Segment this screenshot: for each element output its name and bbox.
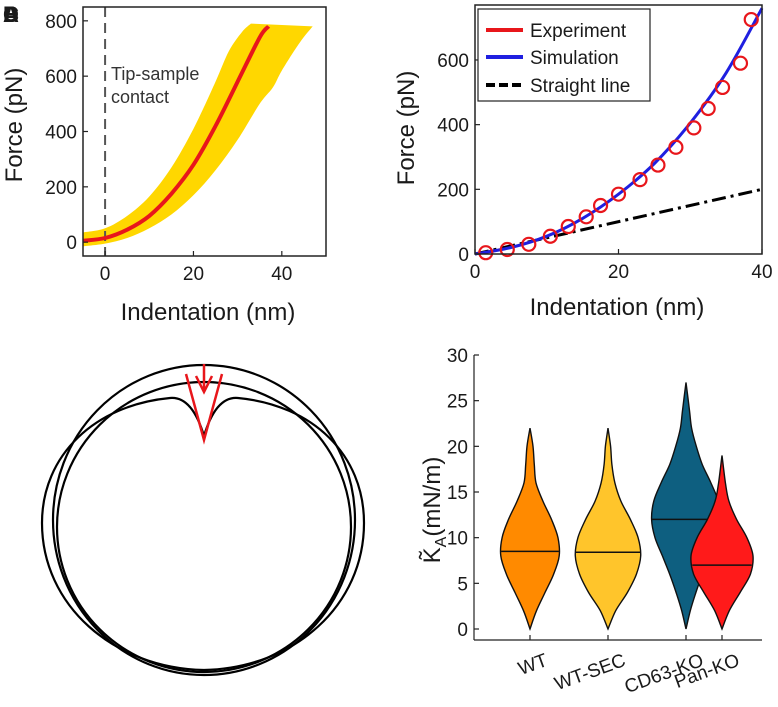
experiment-point — [668, 139, 684, 155]
panel-a-y-tick-label: 0 — [66, 233, 77, 254]
panel-a-y-tick-label: 400 — [45, 123, 77, 144]
legend-label-simulation: Simulation — [530, 48, 619, 69]
panel-b-y-tick-label: 400 — [437, 116, 469, 137]
panel-b-y-tick-label: 0 — [458, 245, 469, 266]
series-straight-line — [474, 187, 763, 256]
contact-annotation-line-2: contact — [111, 87, 169, 107]
experiment-point — [650, 157, 666, 173]
panel-a-y-tick-label: 200 — [45, 178, 77, 199]
panel-a-x-tick-label: 0 — [100, 264, 111, 285]
panel-a-y-tick-label: 600 — [45, 67, 77, 88]
panel-a-y-tick-label: 800 — [45, 12, 77, 33]
panel-label-b: B — [3, 2, 19, 27]
legend-label-experiment: Experiment — [530, 21, 627, 42]
panel-b-chart: 0 20 40 0 200 400 600 Indentation (nm) Force … — [393, 4, 773, 321]
panel-d-y-tick-label: 30 — [447, 346, 468, 367]
panel-a-x-tick-label: 20 — [183, 264, 204, 285]
experiment-point — [686, 120, 702, 136]
mean-force-curve — [82, 25, 271, 243]
panel-b-x-label: Indentation (nm) — [530, 294, 705, 321]
experiment-point — [521, 236, 537, 252]
experiment-point — [610, 186, 627, 202]
experiment-point — [743, 11, 759, 28]
panel-label-a: A — [3, 2, 19, 27]
panel-d-y-label-main: K̃ — [419, 547, 446, 563]
panel-b-x-tick-label: 40 — [751, 262, 772, 283]
panel-labels: A B C D — [3, 2, 19, 27]
experiment-point — [542, 228, 558, 244]
panel-a-chart: Tip-sample contact 0 20 40 0 200 400 600 800 I… — [1, 6, 327, 326]
panel-b-x-tick-label: 0 — [470, 262, 481, 283]
panel-label-c: C — [3, 2, 19, 27]
panel-d-y-tick-label: 25 — [447, 392, 468, 413]
panel-a-y-label: Force (pN) — [1, 68, 28, 183]
experiment-point — [592, 197, 609, 214]
force-curve-band — [83, 23, 313, 247]
panel-b-y-tick-label: 600 — [437, 51, 469, 72]
experiment-point — [732, 55, 749, 71]
panel-b-y-tick-label: 200 — [437, 180, 469, 201]
panel-d-y-tick-label: 0 — [457, 620, 468, 641]
panel-b-legend: Experiment Simulation Straight line — [477, 8, 651, 102]
experiment-point — [560, 218, 576, 235]
experiment-point — [578, 209, 594, 225]
violin-pan-ko — [690, 455, 754, 631]
middle-contour — [55, 380, 353, 674]
experiment-point — [714, 79, 731, 96]
panel-d-y-ticks: 0 5 10 15 20 25 30 — [447, 346, 479, 641]
experiment-point — [700, 100, 716, 117]
experiment-point — [478, 245, 494, 261]
indented-contour — [40, 396, 366, 672]
legend-label-straight-line: Straight line — [530, 76, 630, 97]
violin-wt-sec — [574, 428, 642, 631]
panel-d-y-tick-label: 20 — [447, 437, 468, 458]
experiment-point — [499, 241, 515, 258]
panel-a-x-tick-label: 40 — [271, 264, 292, 285]
contact-annotation-line-1: Tip-sample — [111, 64, 199, 84]
panel-b-y-label: Force (pN) — [393, 71, 420, 186]
panel-d-y-tick-label: 5 — [457, 574, 468, 595]
panel-a-x-ticks: 0 20 40 — [100, 251, 292, 285]
violin-wt — [499, 427, 561, 632]
tip-profile — [184, 364, 224, 445]
panel-d-y-label-unit: (mN/m) — [419, 457, 446, 537]
panel-b-x-tick-label: 20 — [608, 262, 629, 283]
category-label-wt-sec: WT-SEC — [552, 650, 629, 695]
panel-d-y-tick-label: 15 — [447, 483, 468, 504]
violin-group — [499, 382, 754, 632]
panel-a-y-ticks: 0 200 400 600 800 — [45, 12, 88, 254]
experiment-point — [632, 172, 648, 188]
panel-b-y-ticks: 0 200 400 600 — [437, 51, 480, 266]
panel-a-x-label: Indentation (nm) — [121, 299, 296, 326]
panel-d-y-tick-label: 10 — [447, 529, 468, 550]
category-label-wt: WT — [516, 650, 551, 680]
panel-label-d: D — [3, 2, 19, 27]
panel-d-y-label-sub: A — [433, 536, 450, 547]
panel-b-x-ticks: 0 20 40 — [470, 249, 773, 283]
series-experiment — [478, 11, 759, 261]
panel-d-y-label: K̃A(mN/m) — [419, 457, 450, 564]
panel-c-diagram — [40, 363, 366, 677]
